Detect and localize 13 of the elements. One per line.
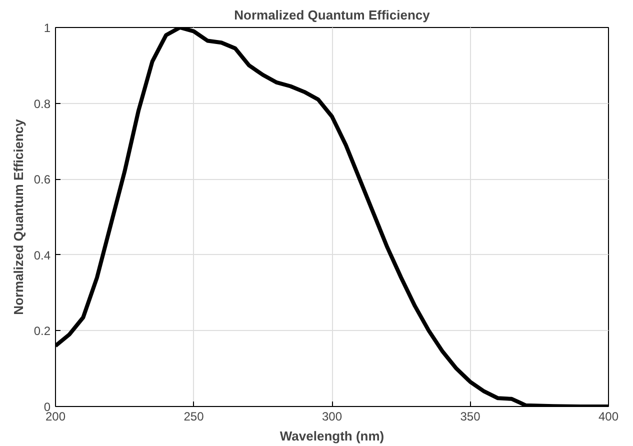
- y-tick-label: 0.8: [34, 96, 51, 111]
- y-tick-label: 0.4: [34, 248, 51, 262]
- chart-title: Normalized Quantum Efficiency: [234, 8, 431, 22]
- x-tick-label: 300: [322, 410, 342, 424]
- x-tick-label: 400: [598, 410, 619, 424]
- y-tick-label: 1: [44, 21, 51, 35]
- y-tick-label: 0.6: [34, 172, 51, 187]
- x-tick-label: 200: [45, 410, 66, 424]
- x-axis-title: Wavelength (nm): [280, 428, 384, 444]
- x-tick-label: 250: [184, 410, 204, 424]
- x-tick-label: 350: [460, 410, 481, 424]
- y-tick-label: 0.2: [34, 324, 51, 338]
- y-axis-title: Normalized Quantum Efficiency: [10, 118, 26, 315]
